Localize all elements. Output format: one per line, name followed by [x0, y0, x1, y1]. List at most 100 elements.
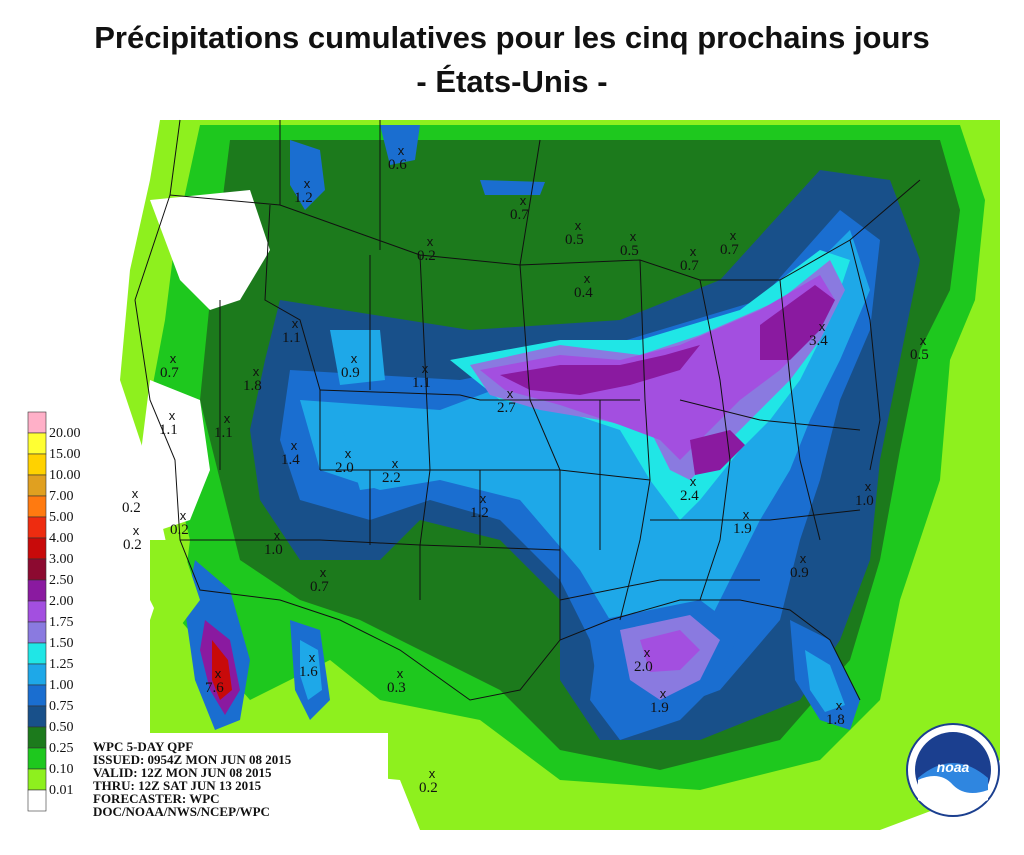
x-marker: x — [480, 491, 487, 506]
x-marker: x — [865, 479, 872, 494]
precip-legend: 20.00 15.00 10.00 7.00 5.00 4.00 3.00 2.50 2.00 1… — [27, 411, 81, 812]
precip-fill-layer — [120, 120, 1000, 830]
precip-value: 1.1 — [214, 425, 233, 441]
legend-label: 2.00 — [49, 594, 74, 609]
x-marker: x — [133, 523, 140, 538]
precip-value: 1.2 — [294, 190, 313, 206]
precip-value: 0.2 — [122, 500, 141, 516]
precip-value-labels: x0.6x1.2 x0.7x0.5 x0.5 x0.7x0.7x0.2x0.4x1.1… — [122, 143, 929, 796]
legend-swatch — [27, 579, 47, 602]
precip-value: 2.7 — [497, 400, 516, 416]
legend-swatch — [27, 768, 47, 791]
precip-value: 1.1 — [159, 422, 178, 438]
x-marker: x — [836, 698, 843, 713]
legend-swatch — [27, 600, 47, 623]
legend-swatch — [27, 537, 47, 560]
precip-value: 1.8 — [243, 378, 262, 394]
precip-value: 0.7 — [510, 207, 529, 223]
precip-value: 0.7 — [680, 258, 699, 274]
legend-swatch — [27, 432, 47, 455]
x-marker: x — [422, 361, 429, 376]
x-marker: x — [575, 218, 582, 233]
precip-value: 1.9 — [650, 700, 669, 716]
x-marker: x — [397, 666, 404, 681]
precip-value: 1.1 — [412, 375, 431, 391]
precip-value: 1.8 — [826, 712, 845, 728]
precip-value: 0.2 — [417, 248, 436, 264]
legend-label: 1.00 — [49, 678, 74, 693]
precip-value: 1.2 — [470, 505, 489, 521]
x-marker: x — [169, 408, 176, 423]
legend-swatch — [27, 663, 47, 686]
info-line: THRU: 12Z SAT JUN 13 2015 — [93, 778, 262, 793]
x-marker: x — [345, 446, 352, 461]
noaa-logo-text: noaa — [937, 759, 970, 775]
precip-value: 0.5 — [620, 243, 639, 259]
x-marker: x — [690, 474, 697, 489]
precip-value: 2.4 — [680, 488, 699, 504]
legend-swatch — [27, 411, 47, 434]
precip-value: 2.2 — [382, 470, 401, 486]
info-line: FORECASTER: WPC — [93, 791, 220, 806]
legend-label: 1.50 — [49, 636, 74, 651]
x-marker: x — [292, 316, 299, 331]
precip-value: 0.5 — [910, 347, 929, 363]
info-line: WPC 5-DAY QPF — [93, 739, 193, 754]
legend-label: 0.10 — [49, 762, 74, 777]
precip-value: 1.0 — [855, 493, 874, 509]
precip-value: 1.0 — [264, 542, 283, 558]
legend-label: 7.00 — [49, 489, 74, 504]
x-marker: x — [507, 386, 514, 401]
x-marker: x — [170, 351, 177, 366]
legend-label: 2.50 — [49, 573, 74, 588]
precip-value: 0.7 — [720, 242, 739, 258]
legend-label: 0.75 — [49, 699, 74, 714]
precip-value: 3.4 — [809, 333, 828, 349]
precip-value: 0.2 — [123, 537, 142, 553]
precip-value: 0.2 — [170, 522, 189, 538]
precip-value: 2.0 — [335, 460, 354, 476]
legend-label: 10.00 — [49, 468, 81, 483]
x-marker: x — [320, 565, 327, 580]
x-marker: x — [132, 486, 139, 501]
x-marker: x — [690, 244, 697, 259]
precip-value: 2.0 — [634, 659, 653, 675]
legend-swatch — [27, 789, 47, 812]
precip-value: 0.6 — [388, 157, 407, 173]
legend-label: 0.01 — [49, 783, 74, 798]
legend-label: 3.00 — [49, 552, 74, 567]
state-borders — [134, 119, 921, 701]
precip-value: 0.9 — [790, 565, 809, 581]
x-marker: x — [304, 176, 311, 191]
legend-label: 0.50 — [49, 720, 74, 735]
precip-value: 1.4 — [281, 452, 300, 468]
legend-label: 5.00 — [49, 510, 74, 525]
x-marker: x — [274, 528, 281, 543]
precip-value: 1.6 — [299, 664, 318, 680]
x-marker: x — [429, 766, 436, 781]
x-marker: x — [215, 666, 222, 681]
precip-value: 0.3 — [387, 680, 406, 696]
legend-label: 20.00 — [49, 426, 81, 441]
x-marker: x — [800, 551, 807, 566]
legend-swatch — [27, 516, 47, 539]
x-marker: x — [253, 364, 260, 379]
x-marker: x — [630, 229, 637, 244]
legend-label: 15.00 — [49, 447, 81, 462]
x-marker: x — [584, 271, 591, 286]
legend-swatch — [27, 726, 47, 749]
x-marker: x — [180, 508, 187, 523]
precip-value: 0.2 — [419, 780, 438, 796]
x-marker: x — [392, 456, 399, 471]
precip-value: 1.9 — [733, 521, 752, 537]
x-marker: x — [730, 228, 737, 243]
legend-swatch — [27, 684, 47, 707]
legend-label: 4.00 — [49, 531, 74, 546]
x-marker: x — [819, 319, 826, 334]
legend-swatch — [27, 705, 47, 728]
legend-swatch — [27, 621, 47, 644]
precip-value: 0.5 — [565, 232, 584, 248]
precip-value: 0.9 — [341, 365, 360, 381]
legend-swatch — [27, 558, 47, 581]
legend-swatch — [27, 747, 47, 770]
